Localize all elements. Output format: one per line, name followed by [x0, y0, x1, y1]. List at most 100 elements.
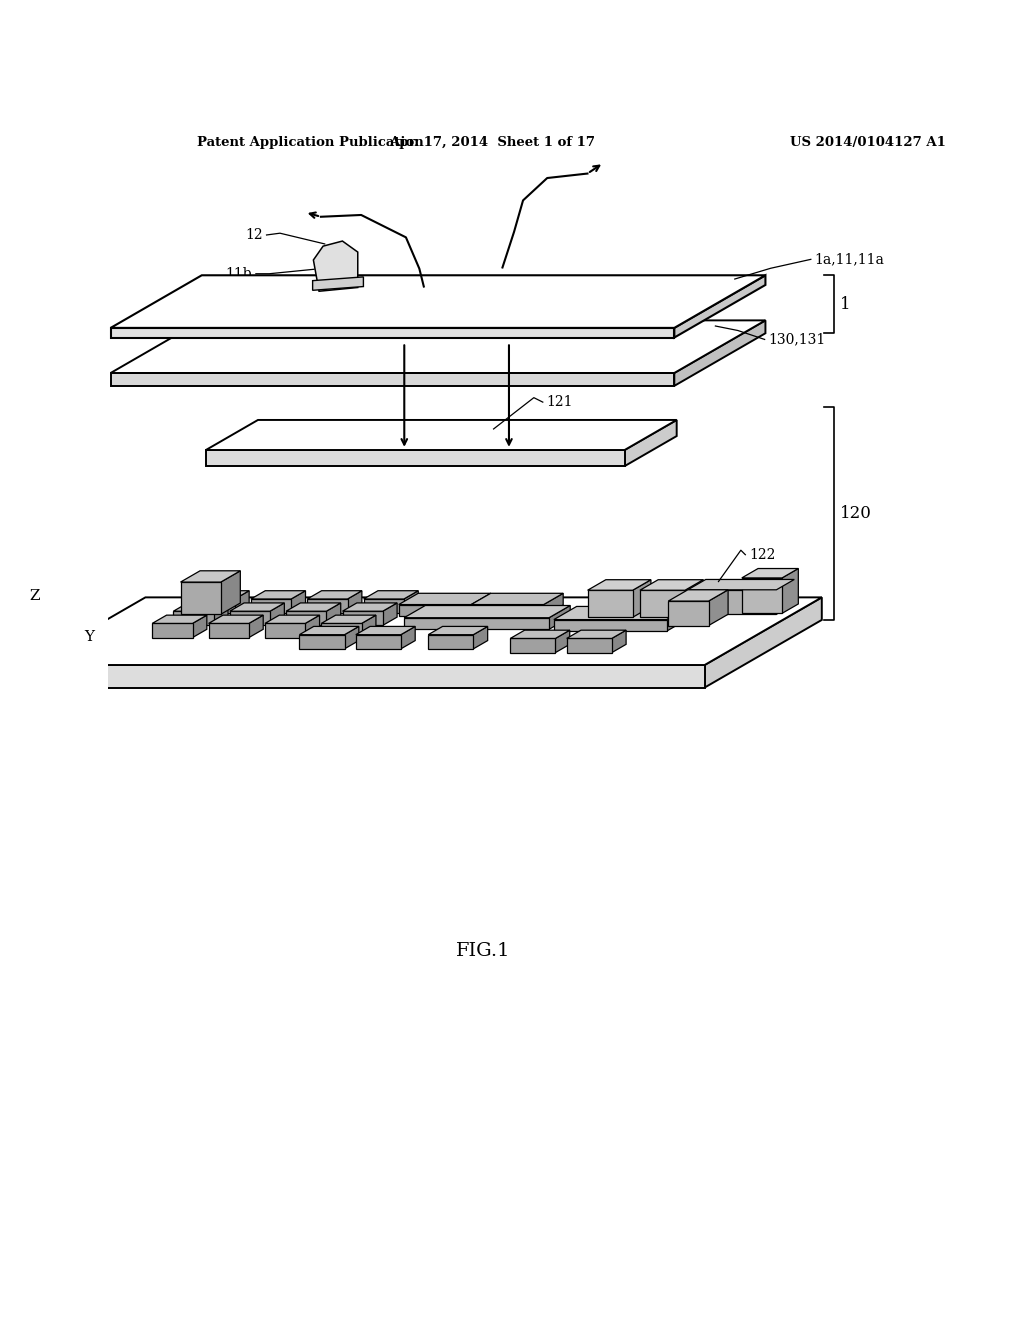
Polygon shape: [322, 615, 376, 623]
Text: 11b: 11b: [225, 267, 252, 281]
Polygon shape: [554, 606, 689, 619]
Polygon shape: [111, 327, 675, 338]
Polygon shape: [549, 606, 570, 630]
Polygon shape: [344, 627, 358, 649]
Polygon shape: [566, 630, 626, 639]
Polygon shape: [675, 321, 765, 385]
Polygon shape: [249, 615, 263, 638]
Polygon shape: [29, 665, 705, 688]
Polygon shape: [588, 579, 651, 590]
Polygon shape: [688, 590, 776, 614]
Polygon shape: [471, 593, 490, 616]
Polygon shape: [554, 619, 667, 631]
Polygon shape: [347, 591, 361, 614]
Text: 122: 122: [749, 548, 775, 562]
Polygon shape: [555, 630, 569, 652]
Polygon shape: [193, 615, 207, 638]
Text: FIG.1: FIG.1: [457, 941, 511, 960]
Polygon shape: [180, 582, 221, 614]
Polygon shape: [307, 591, 361, 599]
Polygon shape: [741, 569, 799, 578]
Polygon shape: [741, 578, 782, 614]
Polygon shape: [361, 615, 376, 638]
Polygon shape: [265, 615, 319, 623]
Polygon shape: [251, 599, 291, 614]
Polygon shape: [588, 590, 633, 618]
Polygon shape: [234, 591, 249, 614]
Polygon shape: [705, 598, 822, 688]
Text: Y: Y: [84, 630, 94, 644]
Polygon shape: [428, 627, 487, 635]
Text: 12: 12: [246, 228, 263, 242]
Polygon shape: [383, 603, 397, 626]
Polygon shape: [251, 591, 305, 599]
Polygon shape: [180, 570, 241, 582]
Polygon shape: [111, 321, 765, 374]
Polygon shape: [111, 374, 675, 385]
Polygon shape: [633, 579, 651, 618]
Polygon shape: [355, 627, 415, 635]
Polygon shape: [206, 420, 677, 450]
Text: 120: 120: [840, 506, 871, 523]
Polygon shape: [195, 591, 249, 599]
Polygon shape: [270, 603, 285, 626]
Text: 1a,11,11a: 1a,11,11a: [814, 252, 885, 267]
Polygon shape: [471, 593, 563, 605]
Polygon shape: [209, 615, 263, 623]
Polygon shape: [299, 627, 358, 635]
Polygon shape: [669, 590, 728, 601]
Text: 100: 100: [426, 292, 461, 309]
Polygon shape: [404, 618, 549, 630]
Polygon shape: [229, 603, 285, 611]
Polygon shape: [404, 606, 570, 618]
Text: Patent Application Publication: Patent Application Publication: [198, 136, 424, 149]
Polygon shape: [544, 593, 563, 616]
Polygon shape: [307, 599, 347, 614]
Polygon shape: [322, 623, 361, 638]
Text: Apr. 17, 2014  Sheet 1 of 17: Apr. 17, 2014 Sheet 1 of 17: [389, 136, 596, 149]
Polygon shape: [29, 598, 822, 665]
Polygon shape: [327, 603, 341, 626]
Polygon shape: [685, 579, 703, 618]
Polygon shape: [403, 591, 418, 614]
Polygon shape: [611, 630, 626, 652]
Polygon shape: [265, 623, 305, 638]
Polygon shape: [510, 639, 555, 652]
Polygon shape: [299, 635, 344, 649]
Polygon shape: [342, 603, 397, 611]
Text: 130,131: 130,131: [768, 333, 825, 346]
Polygon shape: [473, 627, 487, 649]
Polygon shape: [364, 599, 403, 614]
Polygon shape: [206, 450, 625, 466]
Polygon shape: [342, 611, 383, 626]
Text: 1: 1: [840, 296, 850, 313]
Polygon shape: [510, 630, 569, 639]
Polygon shape: [669, 601, 709, 626]
Polygon shape: [400, 627, 415, 649]
Polygon shape: [173, 603, 228, 611]
Polygon shape: [640, 590, 685, 618]
Polygon shape: [566, 639, 611, 652]
Polygon shape: [782, 569, 799, 614]
Polygon shape: [428, 635, 473, 649]
Polygon shape: [398, 605, 471, 616]
Polygon shape: [398, 593, 490, 605]
Polygon shape: [195, 599, 234, 614]
Polygon shape: [305, 615, 319, 638]
Polygon shape: [209, 623, 249, 638]
Polygon shape: [355, 635, 400, 649]
Polygon shape: [153, 623, 193, 638]
Polygon shape: [471, 605, 544, 616]
Polygon shape: [153, 615, 207, 623]
Polygon shape: [640, 579, 703, 590]
Polygon shape: [675, 276, 765, 338]
Polygon shape: [214, 603, 228, 626]
Polygon shape: [221, 570, 241, 614]
Polygon shape: [313, 242, 357, 292]
Text: US 2014/0104127 A1: US 2014/0104127 A1: [791, 136, 946, 149]
Polygon shape: [688, 579, 795, 590]
Polygon shape: [364, 591, 418, 599]
Polygon shape: [286, 611, 327, 626]
Polygon shape: [173, 611, 214, 626]
Polygon shape: [312, 277, 364, 290]
